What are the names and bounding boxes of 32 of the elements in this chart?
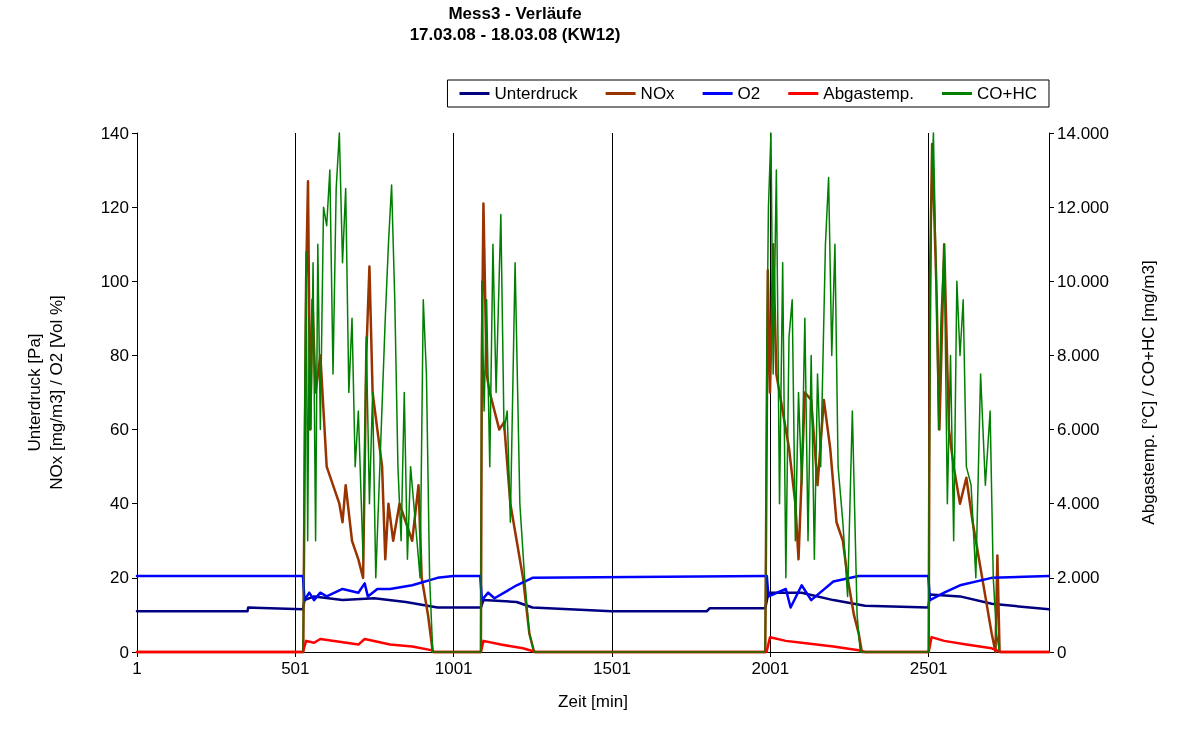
- y2-axis-title: Abgastemp. [°C] / CO+HC [mg/m3]: [1138, 260, 1158, 525]
- legend-label: Unterdruck: [494, 84, 579, 103]
- y2-tick-label: 0: [1057, 642, 1067, 662]
- y2-tick-label: 14.000: [1057, 123, 1109, 143]
- x-tick-label: 2001: [751, 659, 790, 678]
- y2-tick-label: 8.000: [1057, 345, 1100, 365]
- y2-tick-label: 10.000: [1057, 271, 1109, 291]
- legend-label: CO+HC: [977, 84, 1037, 103]
- y2-tick-label: 2.000: [1057, 568, 1100, 588]
- y-tick-label: 60: [110, 420, 129, 440]
- y-tick-label: 0: [119, 642, 129, 662]
- chart-subtitle: 17.03.08 - 18.03.08 (KW12): [409, 25, 621, 44]
- x-tick-label: 1501: [593, 659, 631, 678]
- chart-title: Mess3 - Verläufe: [448, 4, 582, 23]
- y-tick-label: 80: [110, 345, 129, 365]
- legend-label: NOx: [640, 84, 676, 103]
- y2-tick-label: 4.000: [1057, 494, 1100, 514]
- x-axis-title: Zeit [min]: [558, 691, 628, 711]
- y2-tick-label: 12.000: [1057, 197, 1109, 217]
- y-tick-label: 120: [100, 197, 129, 217]
- x-tick-label: 1: [132, 659, 142, 678]
- legend-label: Abgastemp.: [823, 84, 915, 103]
- x-tick-label: 1001: [434, 659, 473, 678]
- y-axis-title: Unterdruck [Pa] NOx [mg/m3] / O2 [Vol %]: [24, 295, 66, 490]
- y-tick-label: 20: [110, 568, 129, 588]
- y-tick-label: 100: [100, 271, 129, 291]
- y-tick-label: 140: [100, 123, 129, 143]
- x-tick-label: 2501: [909, 659, 948, 678]
- x-tick-label: 501: [281, 659, 310, 678]
- y-tick-label: 40: [110, 494, 129, 514]
- legend-label: O2: [737, 84, 761, 103]
- y2-tick-label: 6.000: [1057, 420, 1100, 440]
